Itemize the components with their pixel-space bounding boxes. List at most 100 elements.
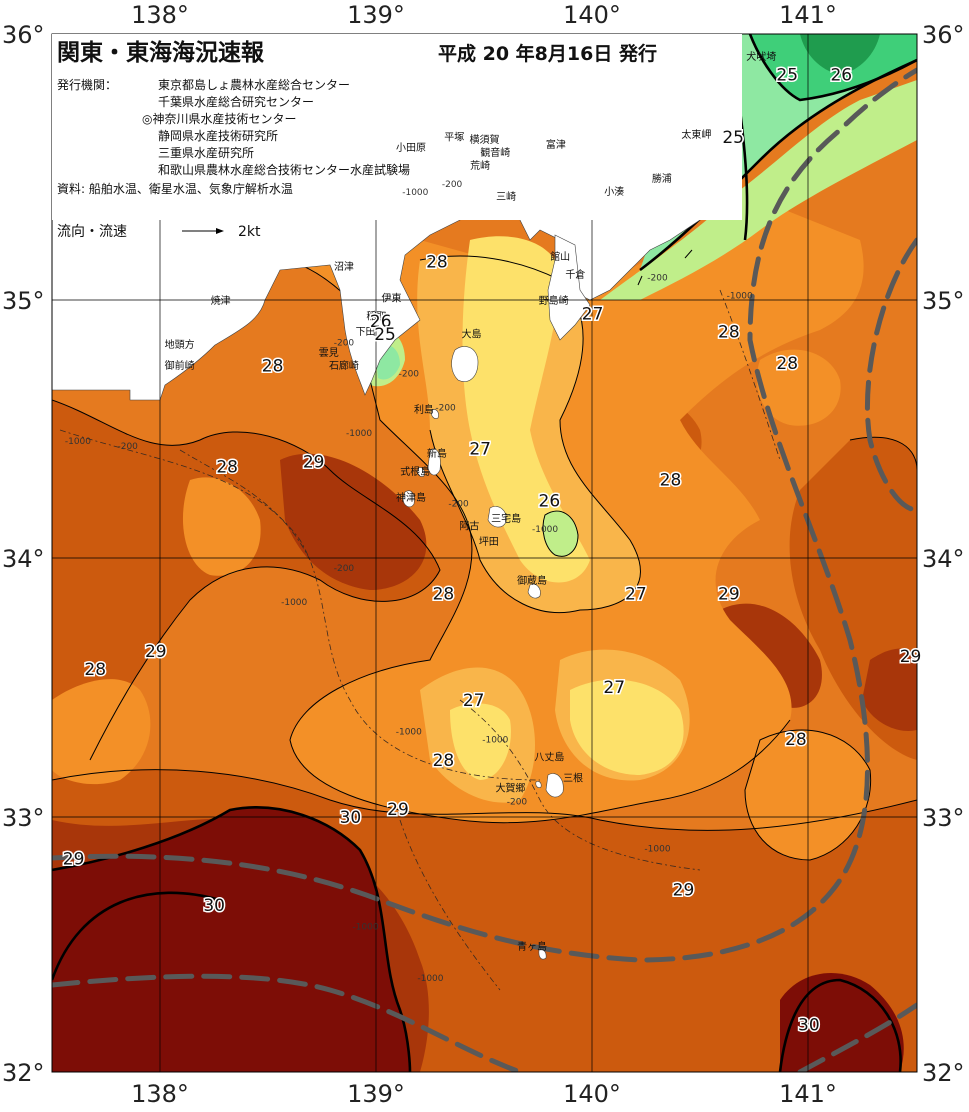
depth-label: -1000 — [65, 437, 91, 447]
sst-30-area-southwest — [52, 807, 410, 1072]
org-item: ◎神奈川県水産技術センター — [142, 111, 296, 126]
depth-contour-200-a — [179, 449, 311, 561]
place-name: 千倉 — [565, 268, 585, 281]
depth-contour-1000-a — [59, 429, 541, 781]
sst-28-light-area-ne — [756, 349, 841, 426]
place-name: 坪田 — [479, 535, 499, 548]
lon-label-bottom: 138° — [131, 1080, 189, 1108]
island-toshima — [431, 409, 439, 419]
depth-label: -1000 — [352, 922, 378, 932]
sst-29-area-east-edge — [862, 648, 917, 731]
kuroshio-path-east-outer — [864, 237, 917, 513]
isotherm-label: 26 — [539, 491, 561, 511]
isotherm-label: 28 — [660, 471, 682, 491]
depth-label: -200 — [399, 370, 420, 380]
current-legend-label: 流向・流速 — [57, 224, 127, 240]
place-name: 雲見 — [319, 347, 339, 359]
chart-title: 関東・東海海況速報 — [57, 39, 265, 66]
place-name: 三崎 — [496, 190, 516, 203]
sst-27-yellow-central — [462, 236, 590, 583]
depth-label: -200 — [647, 274, 668, 284]
isotherm-label: 28 — [426, 253, 448, 273]
isotherm-label: 25 — [722, 128, 744, 148]
place-name: 大島 — [462, 328, 482, 341]
place-name: 利島 — [414, 403, 434, 416]
org-item: 静岡県水産技術研究所 — [158, 128, 278, 143]
isotherm-30-line-inner — [52, 891, 221, 981]
current-legend-arrow — [182, 228, 224, 234]
depth-label: -1000 — [727, 292, 753, 302]
island-hachijo-kojima — [535, 781, 542, 788]
isotherm-30-line-se — [778, 978, 902, 1072]
lon-label-top: 141° — [779, 1, 837, 29]
sst-27-yellow-south — [570, 679, 684, 775]
depth-label: -1000 — [644, 844, 670, 854]
lon-label-top: 139° — [347, 1, 405, 29]
island-miyakejima — [487, 506, 507, 528]
sst-27-yellow-south-west — [450, 703, 511, 780]
sst-28-light-area-w2 — [182, 477, 261, 576]
depth-label: -200 — [442, 180, 463, 190]
isotherm-label: 25 — [374, 325, 396, 345]
island-kozushima — [402, 490, 415, 508]
island-niijima — [427, 448, 441, 476]
isotherm-29-line-west — [52, 399, 441, 761]
depth-contours — [59, 289, 781, 991]
isotherm-25-line-boso — [639, 58, 917, 272]
sst-28-light-area-west — [52, 679, 151, 785]
isotherm-label: 29 — [387, 800, 409, 820]
sst-29-area-east-inner — [720, 603, 822, 708]
island-mikurajima — [527, 583, 541, 599]
place-name: 下田 — [356, 327, 376, 338]
isotherm-24-line-boso — [748, 34, 917, 102]
lon-label-bottom: 139° — [347, 1080, 405, 1108]
sst-23-area-boso — [800, 34, 880, 75]
place-name: 大賀郷 — [495, 782, 525, 795]
isotherm-label: 28 — [262, 356, 284, 376]
isotherm-label: 30 — [203, 896, 225, 916]
depth-label: -1000 — [346, 429, 372, 439]
place-name: 小湊 — [604, 185, 624, 198]
depth-label: -200 — [448, 499, 469, 509]
depth-label: -200 — [334, 564, 355, 574]
bold-isotherms — [52, 34, 917, 1072]
isotherm-29-line-south — [52, 769, 917, 831]
current-legend-scale: 2kt — [238, 224, 261, 240]
isotherm-label: 27 — [463, 691, 485, 711]
lon-label-top: 138° — [131, 1, 189, 29]
place-name: 勝浦 — [652, 172, 672, 185]
place-name: 伊東 — [382, 291, 402, 304]
lat-label-right: 35° — [922, 287, 965, 315]
place-name: 野島崎 — [539, 294, 569, 307]
isotherm-label: 27 — [603, 678, 625, 698]
isotherm-label: 28 — [776, 354, 798, 374]
kuroshio-path-main — [52, 67, 917, 963]
isotherm-label: 29 — [145, 642, 167, 662]
isotherm-28-line — [199, 255, 791, 824]
isotherm-label: 29 — [303, 452, 325, 472]
place-name: 阿古 — [459, 520, 479, 533]
place-name: 小田原 — [396, 142, 426, 154]
kuroshio-path-se — [797, 1002, 917, 1072]
data-source: 資料: 船舶水温、衛星水温、気象庁解析水温 — [57, 181, 293, 196]
place-name: 富津 — [546, 138, 566, 151]
sst-29-area-central-west — [280, 453, 427, 590]
depth-contour-1000-d — [719, 289, 781, 461]
lon-label-bottom: 141° — [779, 1080, 837, 1108]
lon-label-top: 140° — [563, 1, 621, 29]
place-name: 横須賀 — [470, 133, 500, 146]
org-item: 千葉県水産総合研究センター — [158, 94, 314, 109]
isotherm-label: 27 — [469, 439, 491, 459]
depth-label: -1000 — [402, 188, 428, 198]
place-name: 地頭方 — [165, 338, 195, 351]
place-name: 観音崎 — [480, 146, 510, 159]
org-item: 三重県水産研究所 — [158, 145, 254, 160]
depth-label: -1000 — [396, 728, 422, 738]
isotherm-label: 28 — [433, 585, 455, 605]
lat-label-right: 32° — [922, 1059, 965, 1087]
map-labels: -1000 -200 -200 -1000 -200 -200 -200 -1000 -1000… — [61, 50, 923, 1037]
lat-label-left: 33° — [2, 804, 45, 832]
isotherm-label: 30 — [340, 808, 362, 828]
